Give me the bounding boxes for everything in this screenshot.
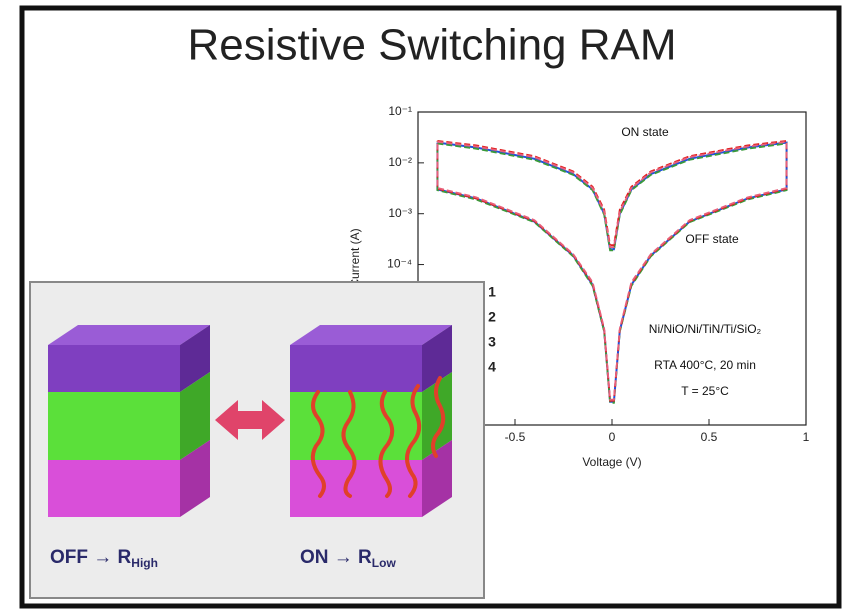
top-electrode [290,345,422,392]
y-tick-label: 10⁻⁴ [387,257,412,271]
x-tick-label: 0.5 [701,430,718,444]
x-axis-title: Voltage (V) [582,455,641,469]
off-sub: High [131,556,158,570]
annotation: T = 25°C [681,384,729,398]
legend-entry: 4 [488,359,496,375]
oxide-layer [290,392,422,460]
y-tick-label: 10⁻² [388,155,412,169]
y-tick-label: 10⁻³ [388,206,412,220]
bottom-electrode [290,460,422,517]
on-sub: Low [372,556,397,570]
slide-title: Resistive Switching RAM [187,21,676,70]
oxide-layer [48,392,180,460]
annotation: ON state [621,125,669,139]
top-electrode [48,345,180,392]
annotation: OFF state [685,232,739,246]
legend-entry: 2 [488,309,496,325]
page: Resistive Switching RAM 10⁻¹ 10⁻² 10⁻³ 10⁻⁴… [0,0,860,611]
y-axis-title: Current (A) [348,228,362,287]
diagram: OFF → RHigh ON → RLow [30,282,484,598]
x-tick-label: 0 [609,430,616,444]
off-text: OFF → R [50,547,132,568]
y-tick-label: 10⁻¹ [388,104,412,118]
on-text: ON → R [300,547,372,568]
legend-entry: 3 [488,334,496,350]
annotation: RTA 400°C, 20 min [654,358,756,372]
annotation: Ni/NiO/Ni/TiN/Ti/SiO₂ [649,322,762,336]
bottom-electrode [48,460,180,517]
x-tick-label: 1 [803,430,810,444]
legend-entry: 1 [488,284,496,300]
slide: Resistive Switching RAM 10⁻¹ 10⁻² 10⁻³ 10⁻⁴… [0,0,860,611]
x-tick-label: -0.5 [505,430,526,444]
